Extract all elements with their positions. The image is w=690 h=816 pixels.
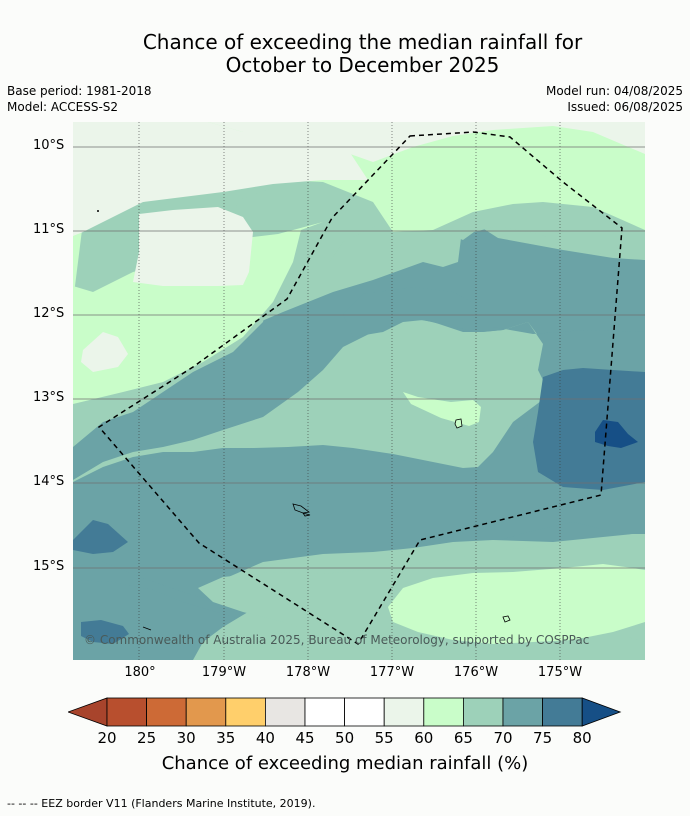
model-name: Model: ACCESS-S2	[7, 100, 119, 114]
title-line-1: Chance of exceeding the median rainfall …	[142, 30, 583, 54]
base-period: Base period: 1981-2018	[7, 84, 152, 98]
colorbar-tick-65: 65	[453, 729, 473, 747]
colorbar-swatch-75-80	[542, 697, 583, 727]
island-dot	[97, 210, 99, 212]
colorbar-swatch-50-55	[344, 697, 385, 727]
island-outline-2	[302, 512, 311, 517]
band-75-80-southwest	[81, 620, 129, 644]
colorbar-tick-45: 45	[295, 729, 315, 747]
colorbar-tick-25: 25	[137, 729, 157, 747]
colorbar-tick-75: 75	[533, 729, 553, 747]
band-65-70-mid	[73, 317, 553, 482]
lat-label-12s: 12°S	[33, 306, 65, 321]
colorbar-swatch-25-30	[146, 697, 187, 727]
issued-date: Issued: 06/08/2025	[567, 100, 683, 114]
copyright-text: © Commonwealth of Australia 2025, Bureau…	[84, 633, 590, 647]
colorbar-swatch-30-35	[185, 697, 227, 727]
colorbar-extend-high	[581, 697, 622, 727]
island-outline-3	[454, 418, 463, 429]
lon-label-179w: 179°W	[201, 665, 247, 680]
lat-label-10s: 10°S	[33, 138, 65, 153]
band-60-65-south	[388, 564, 645, 644]
colorbar-swatch-20-25	[106, 697, 147, 727]
lat-label-14s: 14°S	[33, 474, 65, 489]
colorbar-swatch-55-60	[383, 697, 425, 727]
lat-gridlines	[73, 146, 645, 569]
band-70-75-mid	[73, 380, 645, 642]
colorbar-extend-low	[66, 697, 108, 727]
colorbar-tick-70: 70	[493, 729, 513, 747]
colorbar-svg	[66, 697, 622, 727]
eez-border	[97, 131, 623, 646]
colorbar-tick-35: 35	[216, 729, 236, 747]
lat-label-15s: 15°S	[33, 559, 65, 574]
title-line-2: October to December 2025	[225, 53, 500, 77]
band-75-80	[533, 368, 645, 490]
band-55-60-island	[81, 332, 128, 372]
lat-label-11s: 11°S	[33, 222, 65, 237]
colorbar-swatch-40-45	[264, 697, 306, 727]
colorbar-swatch-35-40	[225, 697, 266, 727]
lon-label-180: 180°	[124, 665, 156, 680]
map-area	[73, 122, 645, 660]
colorbar-tick-50: 50	[335, 729, 355, 747]
band-70-75-inner	[343, 287, 645, 390]
colorbar-swatch-65-70	[462, 697, 504, 727]
meta-right: Model run: 04/08/2025 Issued: 06/08/2025	[546, 83, 683, 115]
lon-label-178w: 178°W	[285, 665, 331, 680]
colorbar-tick-55: 55	[374, 729, 394, 747]
band-75-80-west	[73, 520, 128, 554]
lat-label-13s: 13°S	[33, 390, 65, 405]
band-60-65-west	[73, 222, 323, 404]
band-65-70-base	[73, 122, 645, 447]
colorbar-swatch-60-65	[423, 697, 464, 727]
island-outline-5	[142, 626, 152, 631]
band-55-60-northwest	[73, 122, 368, 236]
band-60-65-pocket	[403, 392, 481, 426]
band-55-60-north	[73, 122, 645, 162]
island-outline-4	[502, 615, 511, 623]
colorbar	[66, 697, 622, 727]
colorbar-tick-30: 30	[176, 729, 196, 747]
lon-label-177w: 177°W	[369, 665, 415, 680]
colorbar-swatch-70-75	[502, 697, 543, 727]
lon-label-175w: 175°W	[537, 665, 583, 680]
model-run: Model run: 04/08/2025	[545, 84, 683, 98]
colorbar-tick-80: 80	[572, 729, 592, 747]
colorbar-swatch-45-50	[304, 697, 345, 727]
map-title: Chance of exceeding the median rainfall …	[0, 31, 690, 77]
island-outline-1	[292, 503, 310, 514]
lon-label-176w: 176°W	[453, 665, 499, 680]
eez-footnote: -- -- -- EEZ border V11 (Flanders Marine…	[7, 797, 316, 810]
meta-left: Base period: 1981-2018 Model: ACCESS-S2	[7, 83, 152, 115]
colorbar-title: Chance of exceeding median rainfall (%)	[161, 753, 529, 774]
rainfall-map	[73, 122, 645, 660]
colorbar-tick-60: 60	[414, 729, 434, 747]
colorbar-tick-40: 40	[255, 729, 275, 747]
band-55-60-pocket	[133, 207, 253, 286]
colorbar-tick-20: 20	[97, 729, 117, 747]
